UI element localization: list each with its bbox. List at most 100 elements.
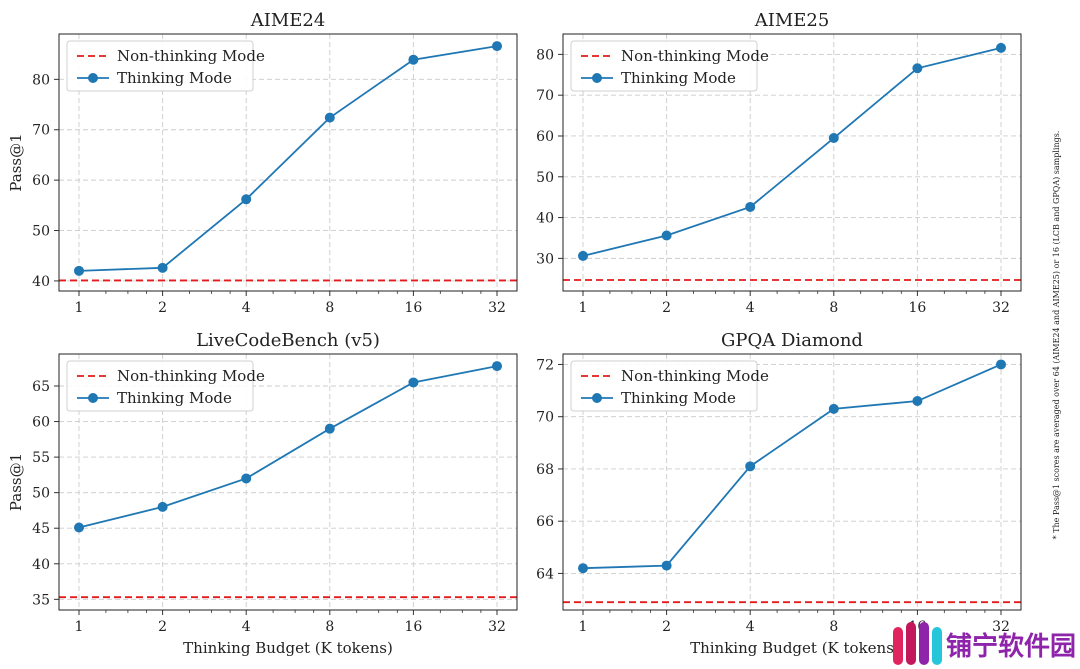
thinking-point (828, 133, 839, 144)
x-tick-label: 1 (579, 300, 588, 316)
watermark: 铺宁软件园 (893, 622, 1076, 665)
y-tick-label: 40 (536, 211, 554, 227)
x-tick-label: 8 (829, 300, 838, 316)
legend-marker-thinking (592, 393, 602, 403)
legend-box (66, 360, 254, 412)
thinking-point (74, 265, 84, 276)
thinking-point (661, 230, 672, 241)
thinking-point (578, 563, 588, 574)
y-tick-label: 50 (32, 224, 50, 240)
y-tick-label: 80 (32, 72, 50, 88)
legend-label-thinking: Thinking Mode (621, 389, 736, 407)
thinking-point (996, 359, 1006, 370)
x-tick-label: 8 (829, 619, 838, 635)
y-tick-label: 64 (536, 566, 554, 582)
legend-box (570, 40, 758, 92)
x-tick-label: 4 (242, 300, 251, 316)
y-tick-label: 40 (32, 274, 50, 290)
x-tick-label: 1 (75, 300, 84, 316)
thinking-point (578, 250, 588, 261)
y-tick-label: 45 (32, 521, 50, 537)
legend: Non-thinking Mode Thinking Mode (570, 360, 769, 412)
y-axis-label: Pass@1 (7, 133, 25, 191)
bars-logo-icon (893, 622, 942, 665)
legend-label-non-thinking: Non-thinking Mode (621, 367, 769, 385)
legend-box (570, 360, 758, 412)
y-tick-label: 30 (536, 251, 554, 267)
chart-panel-1: 1 2 4 8 16 32 40 50 60 70 80 AIME24 Pass@1 Non-thinki… (7, 10, 518, 316)
y-tick-label: 50 (32, 486, 50, 502)
x-tick-label: 16 (404, 619, 422, 635)
y-tick-label: 60 (32, 415, 50, 431)
x-tick-label: 16 (908, 300, 926, 316)
thinking-line (582, 363, 1002, 570)
grid (59, 34, 517, 291)
legend-label-thinking: Thinking Mode (621, 69, 736, 87)
thinking-point (745, 201, 756, 212)
thinking-point (996, 42, 1006, 53)
y-tick-label: 70 (32, 123, 50, 139)
x-axis-label: Thinking Budget (K tokens (690, 639, 894, 657)
thinking-line (78, 365, 498, 529)
panels: 1 2 4 8 16 32 40 50 60 70 80 AIME24 Pass@1 Non-thinki… (7, 10, 1022, 657)
y-tick-label: 70 (536, 410, 554, 426)
y-tick-label: 70 (536, 88, 554, 104)
chart-title: AIME24 (250, 10, 326, 31)
legend-marker-thinking (592, 73, 602, 83)
legend: Non-thinking Mode Thinking Mode (570, 40, 769, 92)
legend-marker-thinking (88, 393, 98, 403)
thinking-point (912, 63, 923, 74)
chart-panel-3: 1 2 4 8 16 32 35 40 45 50 55 60 65 LiveCodeBench (v5)… (7, 330, 518, 657)
x-tick-label: 4 (746, 619, 755, 635)
y-tick-label: 40 (32, 557, 50, 573)
chart-title: LiveCodeBench (v5) (196, 330, 380, 351)
y-tick-label: 66 (536, 514, 554, 530)
legend-label-thinking: Thinking Mode (117, 389, 232, 407)
y-tick-label: 68 (536, 462, 554, 478)
x-tick-label: 2 (158, 619, 167, 635)
legend-label-thinking: Thinking Mode (117, 69, 232, 87)
thinking-point (408, 54, 419, 65)
thinking-point (492, 41, 502, 52)
thinking-point (492, 361, 502, 372)
y-tick-label: 65 (32, 379, 50, 395)
thinking-point (324, 112, 335, 123)
thinking-point (241, 194, 252, 205)
axes-frame (562, 33, 1022, 292)
x-tick-label: 4 (242, 619, 251, 635)
thinking-point (157, 501, 168, 512)
thinking-line (582, 46, 1002, 257)
x-tick-label: 32 (488, 619, 506, 635)
thinking-point (661, 560, 672, 571)
x-tick-label: 4 (746, 300, 755, 316)
y-tick-label: 72 (536, 357, 554, 373)
legend-label-non-thinking: Non-thinking Mode (117, 367, 265, 385)
x-tick-label: 32 (992, 300, 1010, 316)
axes-frame (58, 33, 518, 292)
axes-frame (562, 353, 1022, 611)
y-tick-label: 60 (32, 173, 50, 189)
legend: Non-thinking Mode Thinking Mode (66, 360, 265, 412)
thinking-line (78, 45, 498, 272)
thinking-point (828, 403, 839, 414)
y-axis-label: Pass@1 (7, 453, 25, 511)
x-tick-label: 32 (488, 300, 506, 316)
legend-label-non-thinking: Non-thinking Mode (621, 47, 769, 65)
y-tick-label: 50 (536, 170, 554, 186)
x-tick-label: 32 (992, 619, 1010, 635)
thinking-point (408, 377, 419, 388)
legend-marker-thinking (88, 73, 98, 83)
legend-box (66, 40, 254, 92)
y-tick-label: 35 (32, 592, 50, 608)
thinking-point (241, 473, 252, 484)
chart-title: AIME25 (754, 10, 830, 31)
x-tick-label: 2 (662, 300, 671, 316)
chart-panel-2: 1 2 4 8 16 32 30 40 50 60 70 80 AIME25 Non-thinking M… (536, 10, 1022, 316)
thinking-point (912, 396, 923, 407)
x-tick-label: 8 (325, 619, 334, 635)
x-tick-label: 2 (662, 619, 671, 635)
chart-title: GPQA Diamond (721, 330, 863, 351)
